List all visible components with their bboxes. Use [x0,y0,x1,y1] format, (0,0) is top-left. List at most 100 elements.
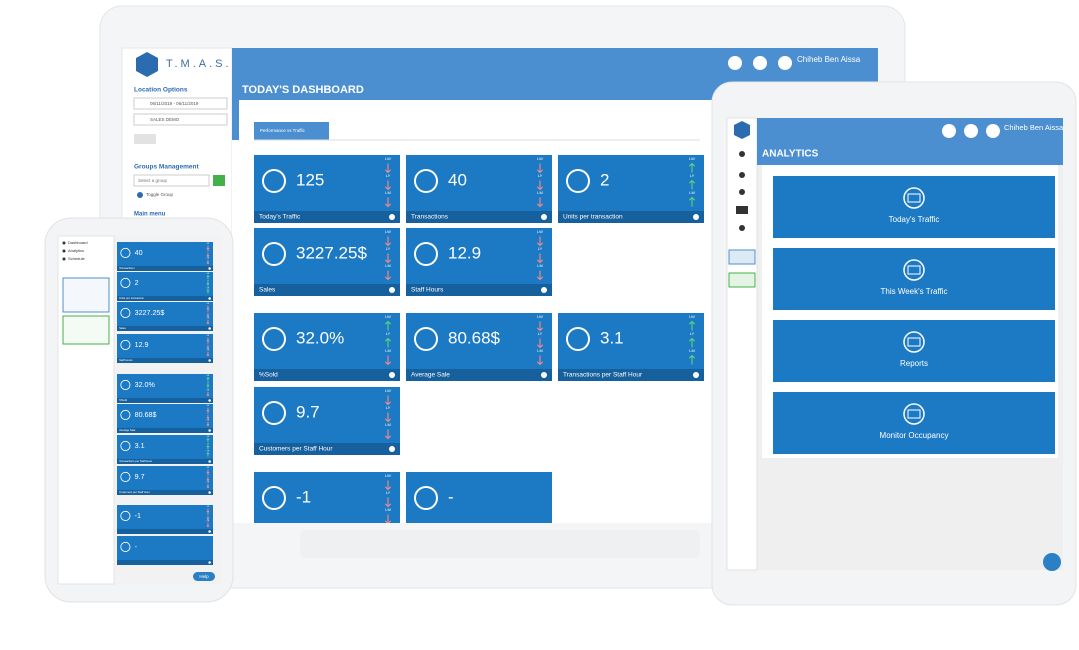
kpi-tile[interactable]: 80.68$ Average Sale LW LY LM [406,313,552,381]
kpi-tile[interactable]: 80.68$ Average Sale LW LY LM [117,404,213,433]
kpi-tile[interactable]: - [117,536,213,565]
tile-icon [262,486,286,510]
trend-arrow [384,480,392,491]
trend-arrow [206,437,210,443]
tile-icon [262,327,286,351]
tile-value: 32.0% [296,328,344,347]
kpi-tile[interactable]: 12.9 Staff Hours LW LY LM [117,334,213,363]
nav-icon[interactable] [736,206,748,214]
kpi-tile[interactable]: 2 Units per transaction LW LY LM [558,155,704,223]
laptop-base [300,530,700,558]
tile-info[interactable] [208,359,211,362]
tile-info[interactable] [693,214,699,220]
menu-item: Analytics [68,248,84,253]
tile-info[interactable] [208,267,211,270]
group-select-text: Select a group [138,178,168,183]
kpi-tile[interactable]: 125 Today's Traffic LW LY LM [254,155,400,223]
nav-icon[interactable] [739,151,745,157]
kpi-tile[interactable]: 12.9 Staff Hours LW LY LM [406,228,552,296]
tab[interactable] [254,122,329,140]
tile-icon [262,401,286,425]
analytics-button[interactable]: Monitor Occupancy [773,392,1055,454]
compare-label: LY [207,342,210,344]
tile-value: 40 [448,170,467,189]
tile-value: 80.68$ [448,328,501,347]
kpi-tile[interactable]: 3227.25$ Sales LW LY LM [117,302,213,331]
kpi-tile[interactable]: 3.1 Transactions per Staff Hour LW LY LM [558,313,704,381]
nav-icon[interactable] [739,172,745,178]
tile-icon [262,169,286,193]
kpi-tile[interactable]: 40 Transactions LW LY LM [117,242,213,271]
apply-button[interactable] [134,134,156,144]
analytics-button[interactable]: Today's Traffic [773,176,1055,238]
header-icon[interactable] [753,56,767,70]
tile-info[interactable] [208,460,211,463]
group-select[interactable] [133,174,210,187]
compare-label: LW [385,229,391,234]
tile-value: 2 [600,170,609,189]
kpi-tile[interactable]: 32.0% %Sold LW LY LM [254,313,400,381]
kpi-tile[interactable]: 9.7 Customers per Staff Hour LW LY LM [117,466,213,495]
avatar[interactable] [778,56,792,70]
header-icon[interactable] [942,124,956,138]
avatar[interactable] [986,124,1000,138]
brand: T.M.A.S. [166,58,232,70]
analytics-button[interactable]: This Week's Traffic [773,248,1055,310]
tile-info[interactable] [693,372,699,378]
menu-dot[interactable] [62,241,66,245]
menu-dot[interactable] [62,257,66,261]
kpi-tile[interactable]: - [406,472,552,540]
store-input[interactable] [133,113,228,126]
nav-icon[interactable] [739,189,745,195]
button-label: This Week's Traffic [880,287,947,296]
sidebar-heading: Location Options [134,87,188,94]
tile-footer [254,443,400,455]
tile-info[interactable] [208,429,211,432]
tile-info[interactable] [389,446,395,452]
compare-label: LM [385,263,391,268]
compare-label: LY [207,310,210,312]
kpi-tile[interactable]: 32.0% %Sold LW LY LM [117,374,213,403]
kpi-tile[interactable]: 3.1 Transactions per Staff Hour LW LY LM [117,435,213,464]
help-button[interactable] [193,572,215,581]
kpi-tile[interactable]: 2 Units per transaction LW LY LM [117,272,213,301]
toggle-icon[interactable] [137,192,143,198]
menu-dot[interactable] [62,249,66,253]
kpi-tile[interactable]: -1 LW LY LM [254,472,400,540]
kpi-tile[interactable]: 40 Transactions LW LY LM [406,155,552,223]
compare-label: LW [207,375,210,377]
tile-info[interactable] [208,327,211,330]
help-fab[interactable] [1043,553,1061,571]
compare-label: LM [385,507,391,512]
compare-label: LM [689,348,695,353]
header-icon[interactable] [964,124,978,138]
tile-info[interactable] [389,372,395,378]
tile-info[interactable] [541,287,547,293]
tile-label: %Sold [259,372,278,379]
kpi-tile[interactable]: -1 LW LY LM [117,505,213,534]
tile-icon [120,307,131,318]
analytics-button[interactable]: Reports [773,320,1055,382]
tile-info[interactable] [208,530,211,533]
tile-info[interactable] [389,287,395,293]
tile-info[interactable] [208,561,211,564]
kpi-tile[interactable]: 3227.25$ Sales LW LY LM [254,228,400,296]
header-icon[interactable] [728,56,742,70]
date-input[interactable] [133,97,228,110]
trend-arrow [206,483,210,489]
tile-info[interactable] [541,214,547,220]
tile-info[interactable] [208,297,211,300]
tile-info[interactable] [208,399,211,402]
tile-info[interactable] [389,214,395,220]
tile-info[interactable] [208,491,211,494]
tile-info[interactable] [541,372,547,378]
button-bg [773,248,1055,310]
trend-arrow [206,476,210,482]
page-title: TODAY'S DASHBOARD [242,84,364,96]
button-icon-inner [907,409,921,419]
trend-arrow [206,508,210,514]
button-icon [903,403,925,425]
kpi-tile[interactable]: 9.7 Customers per Staff Hour LW LY LM [254,387,400,455]
nav-icon[interactable] [739,225,745,231]
add-group[interactable] [213,175,225,186]
